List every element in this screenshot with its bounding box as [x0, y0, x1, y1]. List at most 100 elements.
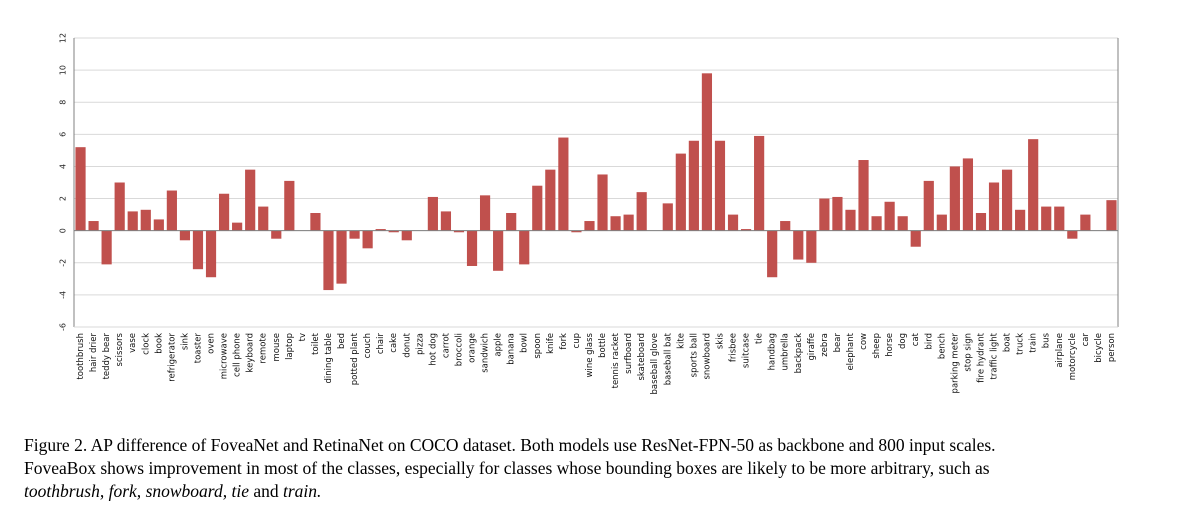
y-tick-label: 10 [59, 65, 68, 75]
category-label: bottle [598, 333, 608, 358]
category-label: broccoli [454, 333, 464, 366]
bar-toaster [192, 230, 204, 270]
caption-example-train: train. [283, 481, 322, 501]
category-label: cup [572, 333, 582, 348]
bar-car [1080, 214, 1091, 231]
bar-chair [375, 229, 386, 231]
category-label: backpack [794, 333, 804, 373]
category-label: scissors [115, 332, 125, 366]
y-tick-label: 4 [59, 164, 68, 169]
bar-backpack [793, 230, 804, 260]
category-label: bicycle [1094, 333, 1104, 363]
bar-cat [910, 230, 921, 247]
bar-airplane [1054, 206, 1065, 231]
category-label: traffic light [990, 332, 1000, 379]
bar-potted-plant [349, 230, 360, 239]
bar-sports-ball [688, 140, 699, 231]
bar-dining-table [323, 230, 334, 291]
category-label: train [1029, 333, 1039, 353]
bar-microwave [218, 193, 230, 231]
category-label: cow [859, 333, 869, 350]
category-label: bench [937, 333, 947, 359]
bar-fire-hydrant [975, 213, 987, 231]
category-label: sports ball [689, 333, 699, 377]
category-label: apple [494, 333, 504, 357]
bar-train [1028, 139, 1039, 231]
category-label: keyboard [246, 333, 256, 372]
bar-elephant [845, 209, 856, 231]
bar-donut [401, 230, 412, 241]
bar-bear [832, 196, 843, 231]
y-tick-label: 12 [59, 33, 68, 43]
bar-fork [558, 137, 569, 231]
bar-remote [258, 206, 269, 231]
category-label: fire hydrant [976, 332, 986, 382]
bar-stop-sign [962, 158, 974, 231]
y-tick-label: -4 [59, 291, 68, 299]
bar-skis [714, 140, 726, 231]
bar-bus [1041, 206, 1052, 231]
bar-book [153, 219, 164, 231]
bar-snowboard [701, 73, 713, 231]
category-label: mouse [272, 333, 282, 362]
bar-toilet [310, 213, 321, 231]
bar-orange [466, 230, 478, 266]
bar-sink [179, 230, 191, 241]
category-label: sink [180, 333, 190, 350]
bar-oven [205, 230, 217, 278]
bar-sheep [871, 216, 882, 231]
category-label: skis [715, 332, 725, 349]
bar-cow [858, 160, 869, 231]
bar-umbrella [780, 221, 791, 231]
category-label: tie [755, 333, 765, 344]
bar-cake [388, 230, 399, 233]
bar-carrot [440, 211, 452, 231]
category-label: truck [1016, 333, 1026, 355]
category-label: orange [468, 333, 478, 363]
category-label: laptop [285, 333, 295, 360]
category-label: refrigerator [167, 333, 177, 382]
bar-cell-phone [232, 222, 243, 231]
category-label: bear [833, 333, 843, 353]
chart-svg: -6 -4 -2 0 2 4 6 8 10 12 toothbrush hair drier teddy… [59, 33, 1119, 395]
bar-spoon [532, 185, 543, 231]
bar-scissors [114, 182, 125, 231]
category-label: wine glass [585, 332, 595, 377]
category-label: bowl [520, 333, 530, 353]
category-label: stop sign [963, 333, 973, 372]
category-label: parking meter [950, 332, 960, 393]
bar-clock [140, 209, 151, 231]
category-label: skateboard [637, 333, 647, 381]
bar-traffic-light [988, 182, 1000, 231]
bar-horse [884, 201, 895, 231]
category-label: chair [376, 333, 386, 355]
category-label: bus [1042, 332, 1052, 348]
bar-hair-drier [88, 221, 99, 231]
bar-teddy-bear [101, 230, 112, 265]
category-label: dining table [324, 333, 334, 384]
category-label: clock [141, 333, 151, 355]
bar-giraffe [806, 230, 817, 263]
bar-sandwich [479, 195, 491, 231]
bar-bowl [519, 230, 530, 265]
category-label: horse [885, 333, 895, 357]
category-label: hot dog [428, 333, 438, 366]
y-tick-label: 2 [59, 196, 68, 201]
caption-line-1: Figure 2. AP difference of FoveaNet and … [24, 435, 996, 455]
category-label: microwave [220, 333, 230, 379]
bar-truck [1015, 209, 1026, 231]
category-label: toilet [311, 332, 321, 354]
bar-tie [754, 135, 765, 231]
category-label: baseball bat [663, 332, 673, 385]
category-label: boat [1003, 332, 1013, 352]
bar-kite [675, 153, 686, 231]
category-label: cell phone [233, 333, 243, 377]
bar-keyboard [245, 169, 256, 231]
category-label: kite [676, 333, 686, 349]
bar-vase [127, 211, 138, 231]
bar-broccoli [453, 230, 465, 233]
category-label: dog [898, 333, 908, 349]
bar-person [1106, 200, 1117, 231]
category-label: book [154, 333, 164, 354]
bar-boat [1001, 169, 1013, 231]
